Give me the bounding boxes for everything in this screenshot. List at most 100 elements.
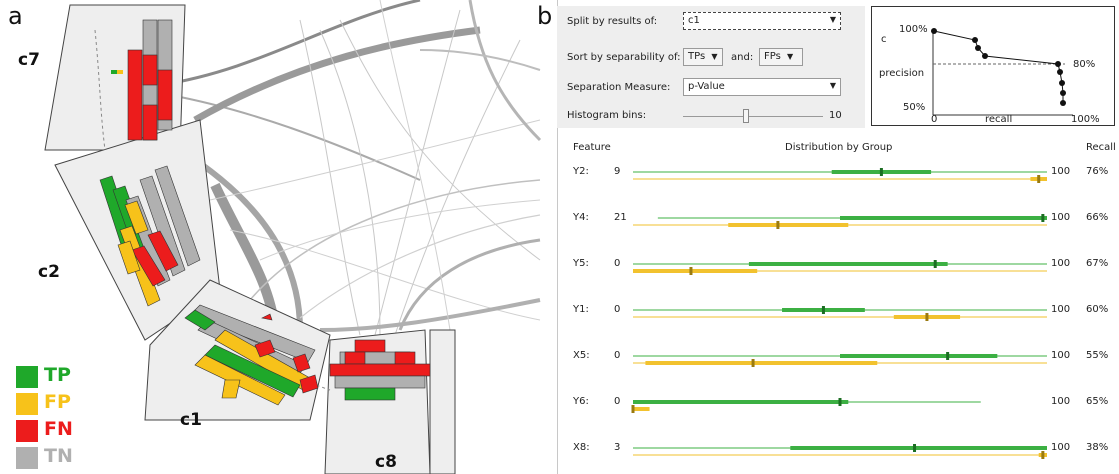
feature-min: 0 xyxy=(614,304,621,315)
pr-point xyxy=(1060,100,1066,106)
chevron-down-icon: ▼ xyxy=(711,52,718,61)
measure-select[interactable]: p-Value ▼ xyxy=(683,78,841,96)
feature-recall: 66% xyxy=(1086,212,1109,223)
distribution-plot xyxy=(633,260,1047,275)
legend-label-tp: TP xyxy=(44,364,71,386)
sort-a-dropdown[interactable]: TPs ▼ xyxy=(683,48,723,66)
chord-ribbons xyxy=(159,0,542,336)
panel-a: a c7 c2 c1 c8 TP FP FN TN xyxy=(0,0,550,474)
feature-recall: 76% xyxy=(1086,166,1109,177)
fp-iqr-box xyxy=(633,269,758,273)
fp-median xyxy=(1041,451,1045,459)
table-row[interactable]: X5: 0 100 55% xyxy=(553,350,1119,374)
feature-min: 0 xyxy=(614,350,621,361)
pr-point xyxy=(972,37,978,43)
table-row[interactable]: X8: 3 100 38% xyxy=(553,442,1119,466)
legend-swatch-tn xyxy=(16,447,38,469)
chevron-down-icon: ▼ xyxy=(829,81,836,90)
pr-point xyxy=(931,28,937,34)
feature-name: X8: xyxy=(573,442,590,453)
bins-slider-track[interactable] xyxy=(683,116,823,117)
bars-c8 xyxy=(329,339,431,401)
distribution-plot xyxy=(633,214,1047,229)
distribution-plot xyxy=(633,306,1047,321)
fp-median xyxy=(751,359,755,367)
bins-value: 10 xyxy=(829,110,842,121)
bins-slider-thumb[interactable] xyxy=(743,109,749,123)
header-recall: Recall xyxy=(1086,142,1116,153)
split-select[interactable]: c1 ▼ xyxy=(683,12,841,30)
feature-name: X5: xyxy=(573,350,590,361)
legend-label-fp: FP xyxy=(44,391,71,413)
cluster-label-c2: c2 xyxy=(38,262,60,282)
table-row[interactable]: Y5: 0 100 67% xyxy=(553,258,1119,282)
tp-median xyxy=(821,306,825,314)
fp-median xyxy=(631,405,635,413)
feature-max: 100 xyxy=(1051,212,1071,223)
bars-c7 xyxy=(111,19,173,141)
bars-c1 xyxy=(184,304,319,406)
tp-median xyxy=(879,168,883,176)
fp-iqr-box xyxy=(728,223,849,227)
feature-recall: 38% xyxy=(1086,442,1109,453)
chevron-down-icon: ▼ xyxy=(787,52,794,61)
feature-max: 100 xyxy=(1051,304,1071,315)
pr-point xyxy=(975,45,981,51)
sort-a-value: TPs xyxy=(688,51,706,62)
precision-recall-chart xyxy=(871,6,1115,126)
pr-y-top: 100% xyxy=(899,24,928,35)
cluster-label-c8: c8 xyxy=(375,452,397,472)
feature-name: Y2: xyxy=(573,166,589,177)
table-row[interactable]: Y1: 0 100 60% xyxy=(553,304,1119,328)
measure-select-value: p-Value xyxy=(688,81,725,92)
feature-min: 9 xyxy=(614,166,621,177)
pr-x-mid: recall xyxy=(985,114,1013,125)
tp-median xyxy=(933,260,937,268)
panel-b-tag: b xyxy=(537,2,553,30)
table-row[interactable]: Y6: 0 100 65% xyxy=(553,396,1119,420)
fp-median xyxy=(1037,175,1041,183)
panel-a-tag: a xyxy=(8,2,23,30)
sort-label: Sort by separability of: xyxy=(567,52,681,63)
pr-ref-label: 80% xyxy=(1073,59,1096,70)
pr-point xyxy=(1060,90,1066,96)
sort-b-value: FPs xyxy=(764,51,781,62)
split-label: Split by results of: xyxy=(567,16,658,27)
table-row[interactable]: Y2: 9 100 76% xyxy=(553,166,1119,190)
fp-iqr-box xyxy=(645,361,878,365)
tp-iqr-box xyxy=(790,446,1047,450)
tp-median xyxy=(946,352,950,360)
feature-recall: 67% xyxy=(1086,258,1109,269)
tp-median xyxy=(1041,214,1045,222)
feature-recall: 55% xyxy=(1086,350,1109,361)
feature-recall: 60% xyxy=(1086,304,1109,315)
split-select-value: c1 xyxy=(688,15,700,26)
distribution-plot xyxy=(633,352,1047,367)
pr-points xyxy=(931,28,1066,106)
precision-recall-plot xyxy=(931,28,1073,116)
bars-c2 xyxy=(99,165,201,307)
pr-curve xyxy=(933,30,1064,103)
tp-iqr-box xyxy=(748,262,948,266)
tp-iqr-box xyxy=(840,354,998,358)
fp-median xyxy=(776,221,780,229)
cluster-ring-diagram xyxy=(44,0,542,474)
pr-point xyxy=(1057,69,1063,75)
feature-max: 100 xyxy=(1051,350,1071,361)
tp-median xyxy=(913,444,917,452)
panel-divider xyxy=(557,0,558,474)
feature-min: 21 xyxy=(614,212,627,223)
table-row[interactable]: Y4: 21 100 66% xyxy=(553,212,1119,236)
feature-name: Y6: xyxy=(573,396,589,407)
fp-iqr-box xyxy=(633,407,650,411)
distribution-plot xyxy=(631,398,981,413)
fp-median xyxy=(925,313,929,321)
pr-point xyxy=(1059,80,1065,86)
sort-b-dropdown[interactable]: FPs ▼ xyxy=(759,48,803,66)
feature-min: 0 xyxy=(614,258,621,269)
legend-label-fn: FN xyxy=(44,418,73,440)
feature-min: 3 xyxy=(614,442,621,453)
legend-swatch-tp xyxy=(16,366,38,388)
feature-max: 100 xyxy=(1051,258,1071,269)
sort-and-label: and: xyxy=(731,52,754,63)
